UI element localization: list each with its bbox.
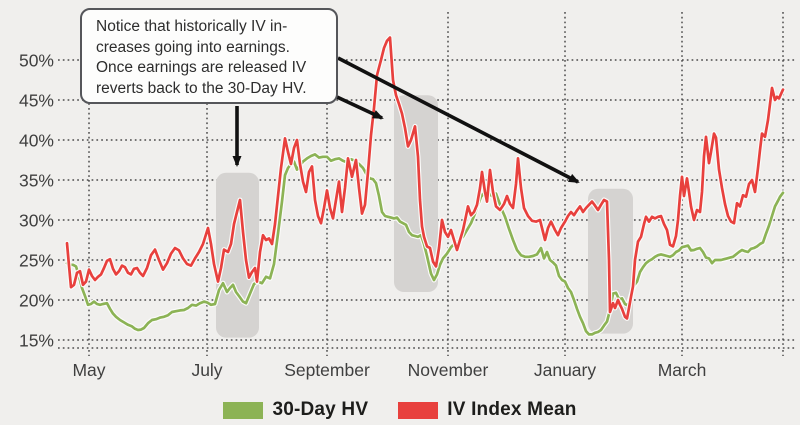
y-tick-label: 40% (19, 131, 54, 151)
x-tick-label: May (72, 360, 105, 380)
annotation-line: creases going into earnings. (96, 38, 290, 56)
annotation-arrow (337, 56, 580, 184)
y-tick-label: 50% (19, 51, 54, 71)
x-tick-label: September (284, 360, 370, 380)
iv-hv-chart: 50% 45% 40% 35% 30% 25% 20% 15% May July September… (19, 12, 797, 380)
legend-swatch-iv-icon (398, 401, 439, 419)
y-tick-label: 20% (19, 291, 54, 311)
x-tick-label: July (191, 360, 222, 380)
iv-line (65, 36, 785, 320)
annotation-arrow (336, 95, 384, 120)
gridlines (58, 12, 797, 356)
y-tick-label: 25% (19, 251, 54, 271)
y-tick-label: 45% (19, 91, 54, 111)
legend: 30-Day HV IV Index Mean (0, 395, 800, 425)
annotation-line: Once earnings are released IV (96, 59, 307, 76)
x-tick-label: November (408, 360, 489, 380)
legend-label-iv: IV Index Mean (447, 399, 577, 420)
hv-line (65, 153, 785, 336)
y-tick-label: 15% (19, 331, 54, 351)
legend-item-hv: 30-Day HV (223, 399, 368, 421)
x-tick-label: January (534, 360, 597, 380)
annotation-line: Notice that historically IV in- (96, 18, 288, 35)
y-tick-label: 30% (19, 211, 54, 231)
annotation-line: reverts back to the 30-Day HV. (96, 79, 307, 97)
annotation-callout: Notice that historically IV in- creases … (80, 8, 338, 104)
x-tick-label: March (658, 360, 707, 380)
legend-label-hv: 30-Day HV (272, 399, 369, 420)
legend-item-iv: IV Index Mean (398, 399, 576, 421)
y-tick-label: 35% (19, 171, 54, 191)
legend-swatch-hv-icon (223, 401, 264, 419)
